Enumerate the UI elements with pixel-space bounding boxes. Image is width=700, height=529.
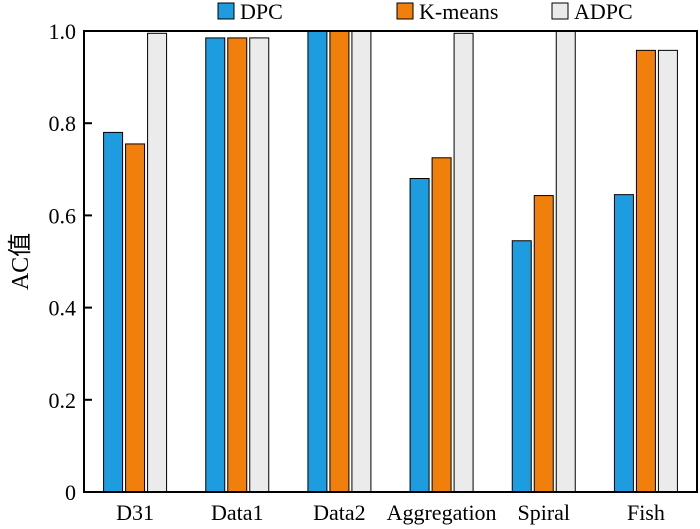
legend-swatch-k-means (396, 2, 414, 20)
bar-adpc-data2 (351, 30, 372, 493)
bar-adpc-d31 (147, 32, 168, 493)
x-category-label: Data2 (313, 500, 366, 525)
bar-dpc-fish (613, 194, 634, 493)
bars-layer (103, 30, 678, 493)
bar-k-means-spiral (533, 195, 554, 493)
legend-label: DPC (240, 0, 283, 24)
x-axis-labels: D31 Data1 Data2 Aggregation Spiral Fish (116, 500, 665, 525)
bar-k-means-fish (635, 49, 656, 493)
bar-k-means-d31 (125, 143, 146, 493)
bar-adpc-data1 (249, 37, 270, 493)
y-tick-label: 0.2 (49, 388, 77, 413)
bar-adpc-spiral (555, 30, 576, 493)
y-axis-title: AC值 (7, 233, 34, 290)
bar-dpc-data1 (205, 37, 226, 493)
x-category-label: Fish (627, 500, 665, 525)
y-tick-label: 0.4 (49, 296, 77, 321)
legend-swatch-adpc (551, 2, 569, 20)
y-tick-label: 1.0 (49, 19, 77, 44)
plot-frame (83, 30, 698, 493)
bar-adpc-fish (657, 49, 678, 493)
x-category-label: D31 (116, 500, 154, 525)
y-tick-label: 0.6 (49, 203, 77, 228)
legend: DPC K-means ADPC (217, 0, 633, 24)
bar-dpc-spiral (511, 240, 532, 493)
bar-k-means-data2 (329, 30, 350, 493)
x-category-label: Spiral (517, 500, 570, 525)
legend-swatch-dpc (217, 2, 235, 20)
y-tick-label: 0.8 (49, 111, 77, 136)
x-category-label: Data1 (211, 500, 264, 525)
bar-k-means-data1 (227, 37, 248, 493)
y-axis-ticks: 0 0.2 0.4 0.6 0.8 1.0 (49, 19, 92, 505)
legend-label: K-means (419, 0, 498, 24)
x-category-label: Aggregation (387, 500, 497, 525)
bar-dpc-d31 (103, 131, 124, 493)
legend-label: ADPC (574, 0, 633, 24)
bar-dpc-aggregation (409, 178, 430, 493)
bar-adpc-aggregation (453, 32, 474, 493)
bar-dpc-data2 (307, 30, 328, 493)
bar-k-means-aggregation (431, 157, 452, 493)
y-tick-label: 0 (65, 480, 76, 505)
